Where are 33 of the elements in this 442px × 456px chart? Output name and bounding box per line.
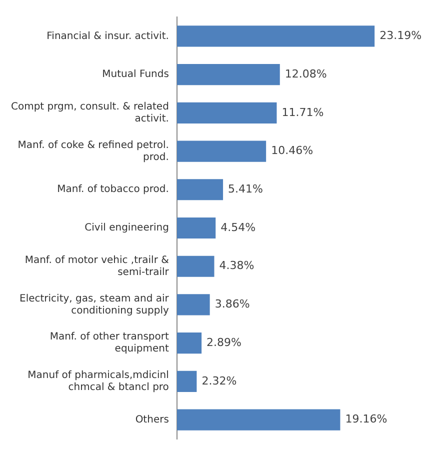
y-tick-label: Manf. of motor vehic ,trailr & semi-trailr [24, 254, 170, 278]
bar [176, 370, 197, 392]
y-tick-label: Manf. of coke & refined petrol. prod. [18, 140, 169, 163]
y-tick-label: Manf. of other transport equipment [50, 332, 169, 355]
bar [176, 409, 340, 430]
data-label: 2.32% [202, 374, 237, 388]
data-label: 12.08% [284, 67, 327, 80]
bar [176, 140, 266, 162]
data-label: 23.19% [380, 29, 422, 42]
y-tick-label: Mutual Funds [102, 69, 169, 80]
bar [176, 332, 202, 354]
data-label: 4.54% [220, 220, 256, 234]
data-label: 3.86% [214, 298, 250, 311]
y-tick-label: Civil engineering [84, 222, 169, 234]
y-tick-label: Others [135, 414, 169, 426]
bar [176, 64, 280, 86]
bar [176, 294, 210, 316]
bar [176, 26, 375, 47]
bar [176, 256, 214, 277]
data-label: 19.16% [345, 412, 388, 426]
data-label: 4.38% [219, 259, 254, 272]
y-tick-label: Electricity, gas, steam and air conditioning supply [20, 293, 170, 316]
data-label: 2.89% [206, 336, 242, 349]
data-label: 5.41% [228, 182, 263, 196]
y-tick-label: Manf. of tobacco prod. [57, 184, 169, 196]
bar [176, 102, 277, 124]
y-tick-label: Financial & insur. activit. [46, 30, 169, 42]
y-tick-label: Manuf of pharmicals,mdicinl chmcal & btancl pro [28, 370, 169, 394]
bar [176, 179, 224, 200]
data-label: 10.46% [271, 144, 314, 158]
data-label: 11.71% [282, 106, 324, 119]
bar [176, 217, 216, 239]
y-tick-label: Compt prgm, consult. & related activit. [10, 102, 169, 125]
